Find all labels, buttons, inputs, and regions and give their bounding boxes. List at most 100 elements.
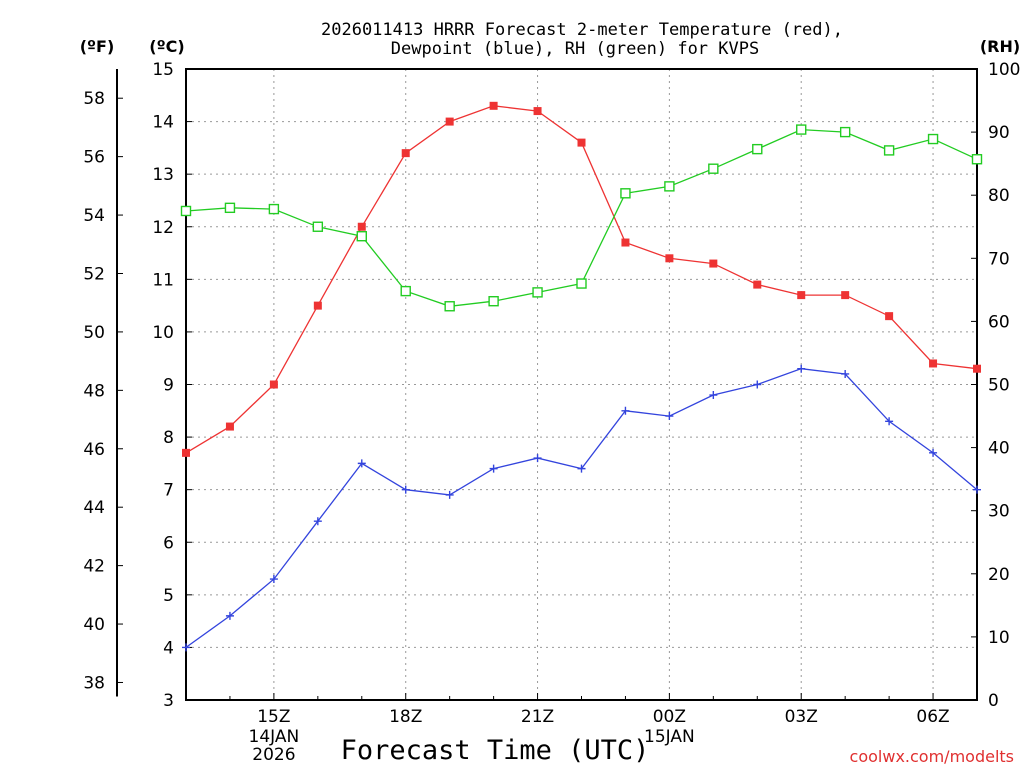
temperature-point bbox=[182, 448, 190, 457]
rh-tick-label: 100 bbox=[988, 60, 1020, 80]
fahrenheit-tick-label: 54 bbox=[83, 206, 105, 226]
chart-title-line2: Dewpoint (blue), RH (green) for KVPS bbox=[391, 39, 759, 59]
rh-point bbox=[708, 163, 719, 174]
dewpoint-point bbox=[621, 406, 630, 415]
temperature-point bbox=[401, 149, 410, 158]
rh-point bbox=[224, 202, 236, 214]
dewpoint-point bbox=[929, 448, 938, 457]
rh-tick-label: 20 bbox=[988, 565, 1010, 585]
rh-point bbox=[664, 181, 675, 192]
rh-point bbox=[532, 287, 543, 298]
dewpoint-point bbox=[753, 380, 762, 389]
fahrenheit-tick-label: 42 bbox=[83, 557, 105, 577]
celsius-tick-label: 13 bbox=[152, 165, 174, 185]
rh-point bbox=[576, 278, 587, 289]
rh-point bbox=[883, 145, 895, 156]
fahrenheit-tick-label: 44 bbox=[83, 498, 105, 518]
dewpoint-point bbox=[885, 417, 894, 426]
x-tick-label: 03Z bbox=[785, 707, 818, 727]
x-tick-label: 06Z bbox=[916, 707, 949, 727]
watermark: coolwx.com/modelts bbox=[850, 747, 1014, 766]
celsius-tick-label: 3 bbox=[163, 691, 174, 711]
rh-point bbox=[971, 154, 983, 165]
rh-point bbox=[356, 231, 367, 242]
fahrenheit-tick-label: 48 bbox=[83, 381, 105, 401]
celsius-tick-label: 7 bbox=[163, 481, 174, 501]
fahrenheit-tick-label: 50 bbox=[83, 323, 105, 343]
temperature-point bbox=[269, 380, 278, 389]
dewpoint-series-line bbox=[185, 368, 978, 648]
dewpoint-point bbox=[182, 643, 190, 652]
chart-title-line1: 2026011413 HRRR Forecast 2-meter Tempera… bbox=[321, 20, 843, 40]
celsius-tick-label: 10 bbox=[152, 323, 174, 343]
celsius-tick-label: 12 bbox=[152, 218, 174, 238]
rh-point bbox=[752, 143, 763, 155]
data-series bbox=[180, 101, 983, 652]
rh-point bbox=[927, 133, 939, 145]
rh-tick-label: 70 bbox=[988, 249, 1010, 269]
x-tick-label: 15Z bbox=[257, 707, 290, 727]
x-axis-title: Forecast Time (UTC) bbox=[341, 735, 650, 766]
rh-tick-label: 50 bbox=[988, 376, 1010, 396]
rh-unit-label: (RH) bbox=[980, 37, 1020, 56]
temperature-point bbox=[225, 422, 234, 431]
celsius-tick-label: 8 bbox=[163, 428, 174, 448]
fahrenheit-tick-label: 46 bbox=[83, 440, 105, 460]
dewpoint-point bbox=[401, 485, 410, 494]
dewpoint-point bbox=[533, 454, 542, 463]
rh-point bbox=[620, 188, 631, 199]
temperature-point bbox=[709, 259, 718, 268]
rh-tick-label: 40 bbox=[988, 439, 1010, 459]
dewpoint-point bbox=[269, 575, 278, 584]
rh-tick-label: 90 bbox=[988, 123, 1010, 143]
x-tick-label: 00Z bbox=[653, 707, 686, 727]
celsius-tick-label: 6 bbox=[163, 533, 174, 553]
celsius-tick-label: 14 bbox=[152, 113, 174, 133]
fahrenheit-tick-label: 56 bbox=[83, 148, 105, 168]
rh-point bbox=[180, 205, 192, 217]
dewpoint-point bbox=[665, 412, 674, 421]
temperature-point bbox=[797, 291, 806, 300]
celsius-unit-label: (ºC) bbox=[149, 37, 184, 56]
dewpoint-point bbox=[357, 459, 366, 468]
rh-point bbox=[839, 126, 851, 138]
temperature-point bbox=[489, 101, 498, 110]
temperature-point bbox=[621, 238, 630, 247]
temperature-point bbox=[841, 291, 850, 300]
temperature-point bbox=[445, 117, 454, 126]
temperature-point bbox=[357, 222, 366, 231]
rh-tick-label: 0 bbox=[988, 691, 999, 711]
fahrenheit-tick-label: 58 bbox=[83, 89, 105, 109]
dewpoint-point bbox=[841, 369, 850, 378]
dewpoint-point bbox=[489, 464, 498, 473]
rh-point bbox=[312, 221, 324, 232]
x-tick-date: 14JAN bbox=[249, 727, 300, 747]
dewpoint-point bbox=[445, 490, 454, 499]
x-tick-label: 18Z bbox=[389, 707, 422, 727]
rh-point bbox=[444, 301, 455, 312]
x-tick-label: 21Z bbox=[521, 707, 554, 727]
rh-tick-label: 10 bbox=[988, 628, 1010, 648]
rh-tick-label: 80 bbox=[988, 186, 1010, 206]
fahrenheit-tick-label: 40 bbox=[83, 615, 105, 635]
temperature-point bbox=[577, 138, 586, 147]
temperature-point bbox=[665, 254, 674, 263]
dewpoint-point bbox=[973, 485, 981, 494]
dewpoint-point bbox=[709, 391, 718, 400]
rh-tick-label: 60 bbox=[988, 312, 1010, 332]
temperature-point bbox=[929, 359, 938, 368]
temperature-point bbox=[313, 301, 322, 310]
x-tick-year: 2026 bbox=[252, 745, 295, 765]
dewpoint-point bbox=[577, 464, 586, 473]
temperature-point bbox=[973, 364, 981, 373]
x-tick-date: 15JAN bbox=[644, 727, 695, 747]
temperature-point bbox=[753, 280, 762, 289]
fahrenheit-unit-label: (ºF) bbox=[80, 37, 115, 56]
rh-point bbox=[268, 203, 280, 215]
dewpoint-point bbox=[225, 611, 234, 620]
gridlines bbox=[186, 69, 977, 700]
temperature-point bbox=[885, 312, 894, 321]
celsius-tick-label: 15 bbox=[152, 60, 174, 80]
